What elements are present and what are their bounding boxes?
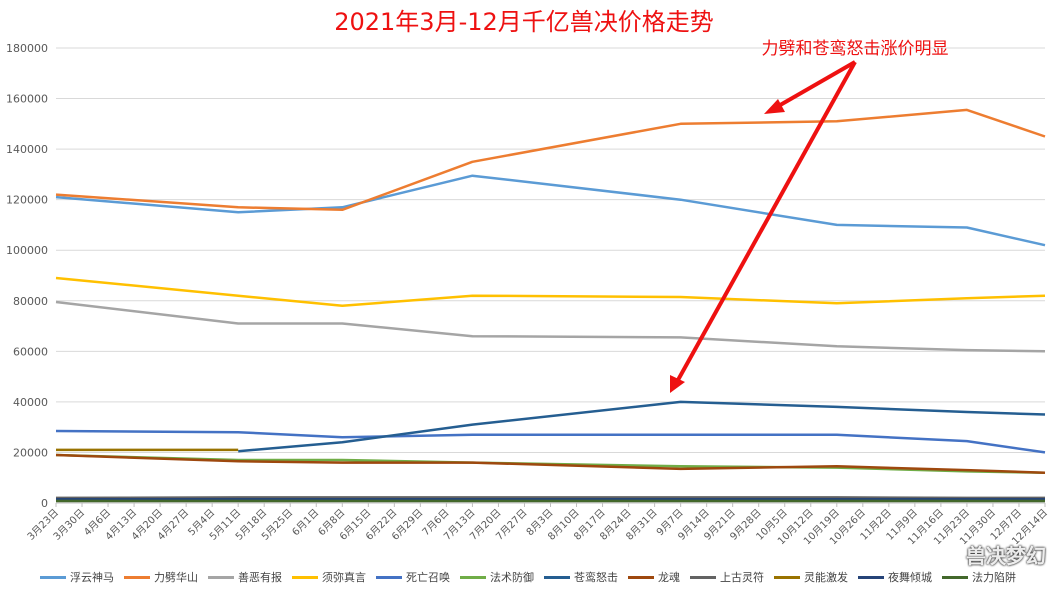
series-line-苍鸾怒击 <box>238 400 1046 453</box>
legend-item: 浮云神马 <box>40 569 114 585</box>
legend-item: 善恶有报 <box>208 569 282 585</box>
series-line-须弥真言 <box>55 276 1046 308</box>
series-layer <box>55 108 1046 503</box>
legend-swatch <box>858 575 884 579</box>
axis-layer: 0 20000 40000 60000 80000 100000 120000 140000 1… <box>6 42 1050 547</box>
y-tick-label: 80000 <box>13 295 48 308</box>
annotation-arrow-1 <box>774 60 856 110</box>
annotation-text: 力劈和苍鸾怒击涨价明显 <box>762 39 949 59</box>
annotation-arrowhead-1 <box>764 99 785 114</box>
legend-item: 苍鸾怒击 <box>544 569 618 585</box>
x-tick-label: 6月1日 <box>290 507 322 539</box>
legend-swatch <box>628 575 654 579</box>
legend-swatch <box>690 575 716 579</box>
y-tick-label: 120000 <box>6 194 48 207</box>
legend-item: 死亡召唤 <box>376 569 450 585</box>
legend-label: 须弥真言 <box>322 571 366 584</box>
legend-label: 灵能激发 <box>804 571 848 584</box>
series-line-善恶有报 <box>55 300 1046 353</box>
grid-layer <box>56 47 1045 504</box>
series-line-死亡召唤 <box>55 429 1046 454</box>
legend-item: 法力陷阱 <box>942 569 1016 585</box>
legend-swatch <box>124 575 150 579</box>
series-line-法术防御 <box>55 453 1046 474</box>
y-tick-label: 20000 <box>13 446 48 459</box>
y-tick-label: 180000 <box>6 42 48 55</box>
legend-swatch <box>942 575 968 579</box>
series-line-浮云神马 <box>55 174 1046 247</box>
annotation-layer: 力劈和苍鸾怒击涨价明显 <box>670 39 949 393</box>
legend: 浮云神马 力劈华山 善恶有报 须弥真言 死亡召唤 法术防御 苍鸾怒击 龙魂 上古灵符 灵能激发 夜舞… <box>40 566 1050 588</box>
legend-label: 夜舞倾城 <box>888 571 932 584</box>
legend-label: 法术防御 <box>490 571 534 584</box>
legend-item: 须弥真言 <box>292 569 366 585</box>
legend-swatch <box>292 575 318 579</box>
legend-swatch <box>40 575 66 579</box>
watermark: 兽决梦幻 <box>966 544 1046 568</box>
legend-item: 灵能激发 <box>774 569 848 585</box>
legend-swatch <box>208 575 234 579</box>
legend-swatch <box>544 575 570 579</box>
y-tick-label: 40000 <box>13 396 48 409</box>
y-tick-label: 60000 <box>13 345 48 358</box>
legend-item: 龙魂 <box>628 569 680 585</box>
y-tick-label: 0 <box>41 497 48 510</box>
legend-label: 法力陷阱 <box>972 571 1016 584</box>
legend-label: 善恶有报 <box>238 571 282 584</box>
series-line-上古灵符 <box>55 496 1045 500</box>
legend-label: 上古灵符 <box>720 571 764 584</box>
legend-item: 法术防御 <box>460 569 534 585</box>
y-tick-label: 160000 <box>6 93 48 106</box>
legend-item: 力劈华山 <box>124 569 198 585</box>
legend-item: 夜舞倾城 <box>858 569 932 585</box>
y-tick-label: 140000 <box>6 143 48 156</box>
series-line-力劈华山 <box>55 108 1046 212</box>
legend-label: 浮云神马 <box>70 571 114 584</box>
legend-label: 力劈华山 <box>154 571 198 584</box>
annotation-arrowhead-2 <box>670 375 685 393</box>
annotation-arrow-2 <box>676 61 857 381</box>
series-line-龙魂 <box>55 453 1046 474</box>
legend-label: 龙魂 <box>658 571 680 584</box>
legend-swatch <box>376 575 402 579</box>
chart-title: 2021年3月-12月千亿兽决价格走势 <box>334 8 714 36</box>
y-tick-label: 100000 <box>6 244 48 257</box>
legend-item: 上古灵符 <box>690 569 764 585</box>
legend-label: 苍鸾怒击 <box>574 571 618 584</box>
legend-swatch <box>774 575 800 579</box>
legend-swatch <box>460 575 486 579</box>
legend-label: 死亡召唤 <box>406 571 450 584</box>
